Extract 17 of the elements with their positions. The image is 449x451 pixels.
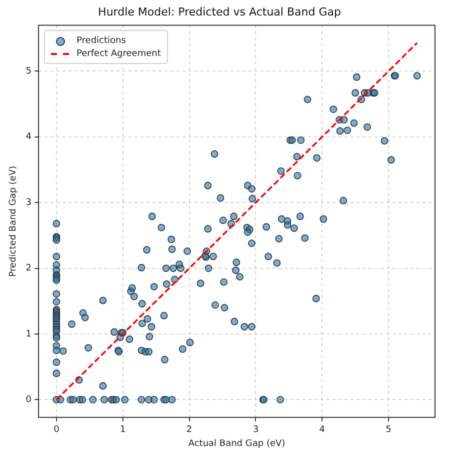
y-axis-title: Predicted Band Gap (eV)	[8, 166, 19, 277]
y-tick-label: 2	[26, 264, 32, 274]
y-tick-label: 0	[26, 395, 32, 406]
chart-title: Hurdle Model: Predicted vs Actual Band Gap	[98, 5, 341, 18]
y-tick-label: 1	[26, 329, 32, 340]
legend-label: Perfect Agreement	[76, 48, 161, 59]
x-tick-label: 1	[120, 425, 126, 436]
x-axis-title: Actual Band Gap (eV)	[188, 438, 286, 449]
x-tick-label: 4	[319, 425, 326, 436]
x-tick-label: 3	[252, 425, 259, 436]
x-tick-label: 0	[54, 425, 60, 436]
x-tick-label: 2	[186, 425, 192, 436]
y-tick-label: 5	[26, 66, 32, 77]
y-tick-label: 4	[26, 132, 32, 142]
y-tick-label: 3	[26, 198, 32, 208]
x-tick-label: 5	[386, 425, 392, 436]
legend-label: Predictions	[76, 36, 126, 46]
